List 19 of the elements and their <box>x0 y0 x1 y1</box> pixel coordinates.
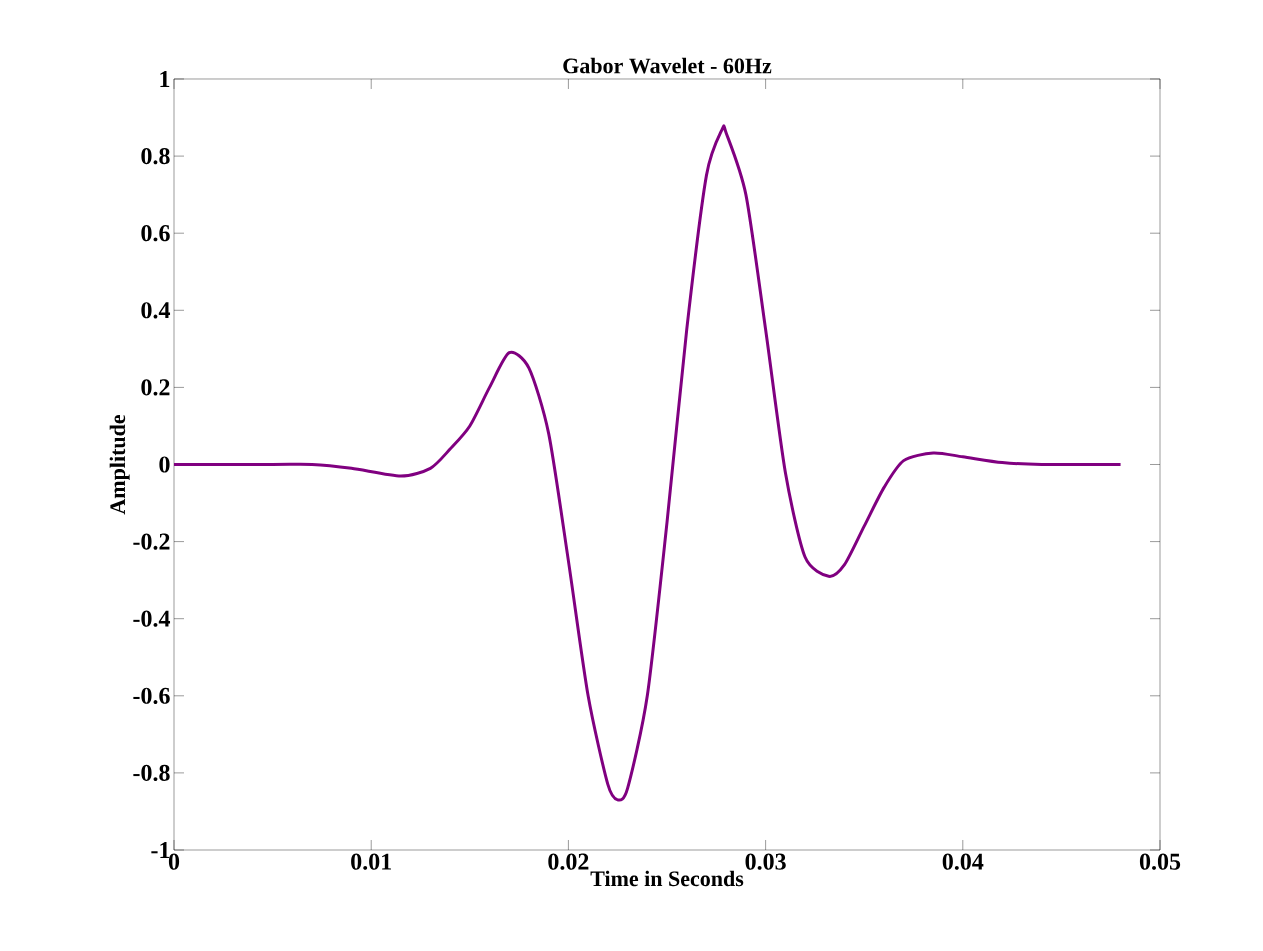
y-tick-label: 1 <box>160 71 170 87</box>
y-tick-label: -0.4 <box>133 610 171 627</box>
y-tick-label: -0.8 <box>133 764 170 782</box>
y-tick-label: -0.2 <box>133 533 170 550</box>
y-tick-label: 0 <box>159 456 170 473</box>
y-tick-label: -1 <box>151 842 170 858</box>
x-tick-label: 0.04 <box>942 853 984 870</box>
y-axis-title: Amplitude <box>109 414 130 515</box>
y-tick-label: 0.6 <box>141 225 170 242</box>
x-tick-label: 0.01 <box>351 853 391 870</box>
y-tick-label: 0.8 <box>141 147 170 165</box>
y-tick-label: 0.4 <box>141 302 171 319</box>
y-tick-label: -0.6 <box>133 687 170 704</box>
chart-title: Gabor Wavelet - 60Hz <box>563 57 772 74</box>
x-tick-label: 0.02 <box>548 853 589 870</box>
x-axis-title: Time in Seconds <box>590 870 744 887</box>
y-tick-label: 0.2 <box>141 379 170 396</box>
x-tick-label: 0.03 <box>745 853 786 870</box>
x-tick-label: 0.05 <box>1139 853 1181 870</box>
